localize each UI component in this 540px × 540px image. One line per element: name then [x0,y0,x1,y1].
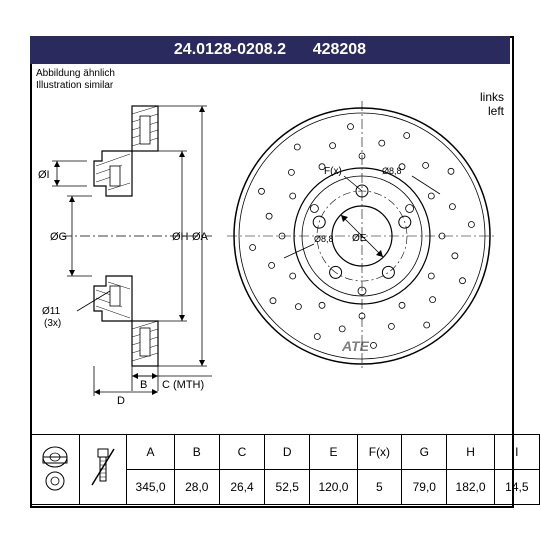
label-3x: (3x) [44,318,61,329]
col-B: B [174,435,219,470]
technical-drawing: ØI ØG Ø11 (3x) ØH ØA [32,66,508,404]
col-F: F(x) [357,435,402,470]
label-diaH: ØH [172,231,189,243]
label-diaG: ØG [50,231,67,243]
val-A: 345,0 [127,470,174,505]
label-dia88-2: Ø8,8 [314,234,334,244]
val-H: 182,0 [447,470,494,505]
bolt-icon [88,443,118,493]
spec-table: A B C D E F(x) G H I 345,0 28,0 26,4 52,… [30,434,540,505]
label-Fx: F(x) [324,166,342,177]
col-H: H [447,435,494,470]
label-D: D [117,395,125,404]
val-I: 14,5 [494,470,539,505]
front-view: F(x) ØE Ø8,8 Ø8,8 ATE [227,101,497,371]
bolt-icon-cell [80,435,127,505]
label-B: B [140,379,147,391]
col-I: I [494,435,539,470]
table-header-row: A B C D E F(x) G H I [31,435,540,470]
title-bar: 24.0128-0208.2 428208 [30,36,510,64]
col-A: A [127,435,174,470]
brand-mark: ATE [341,338,370,354]
val-D: 52,5 [265,470,310,505]
page-container: 24.0128-0208.2 428208 Abbildung ähnlich … [0,0,540,540]
val-C: 26,4 [219,470,264,505]
label-dia11: Ø11 [42,306,61,317]
label-diaA: ØA [192,231,209,243]
part-number: 24.0128-0208.2 [174,41,286,58]
disc-icon [37,443,73,493]
ref-number: 428208 [313,41,366,58]
val-F: 5 [357,470,402,505]
col-C: C [219,435,264,470]
label-C: C (MTH) [162,379,204,391]
label-diaI: ØI [38,169,50,181]
val-E: 120,0 [310,470,357,505]
label-diaE: ØE [352,233,367,244]
col-E: E [310,435,357,470]
col-D: D [265,435,310,470]
label-dia88-1: Ø8,8 [382,166,402,176]
val-G: 79,0 [402,470,447,505]
disc-icon-cell [31,435,80,505]
col-G: G [402,435,447,470]
val-B: 28,0 [174,470,219,505]
side-view: ØI ØG Ø11 (3x) ØH ØA [38,106,212,404]
